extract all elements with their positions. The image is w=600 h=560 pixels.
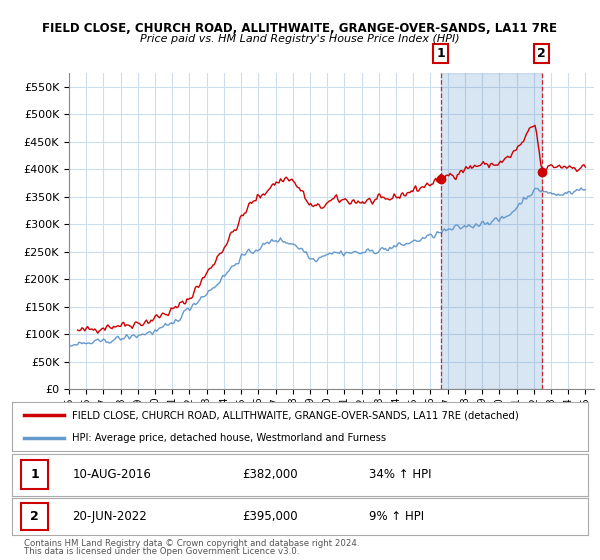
Text: 1: 1: [30, 468, 39, 481]
Text: 9% ↑ HPI: 9% ↑ HPI: [369, 510, 424, 523]
Text: This data is licensed under the Open Government Licence v3.0.: This data is licensed under the Open Gov…: [24, 548, 299, 557]
Text: Price paid vs. HM Land Registry's House Price Index (HPI): Price paid vs. HM Land Registry's House …: [140, 34, 460, 44]
FancyBboxPatch shape: [20, 460, 48, 489]
FancyBboxPatch shape: [20, 503, 48, 530]
Text: £395,000: £395,000: [242, 510, 298, 523]
Text: FIELD CLOSE, CHURCH ROAD, ALLITHWAITE, GRANGE-OVER-SANDS, LA11 7RE: FIELD CLOSE, CHURCH ROAD, ALLITHWAITE, G…: [43, 22, 557, 35]
Text: 2: 2: [538, 47, 546, 60]
Text: HPI: Average price, detached house, Westmorland and Furness: HPI: Average price, detached house, West…: [73, 433, 386, 444]
Text: £382,000: £382,000: [242, 468, 298, 481]
Text: 2: 2: [30, 510, 39, 523]
Text: 10-AUG-2016: 10-AUG-2016: [73, 468, 151, 481]
Text: 34% ↑ HPI: 34% ↑ HPI: [369, 468, 431, 481]
Text: 20-JUN-2022: 20-JUN-2022: [73, 510, 147, 523]
Text: Contains HM Land Registry data © Crown copyright and database right 2024.: Contains HM Land Registry data © Crown c…: [24, 539, 359, 548]
Text: FIELD CLOSE, CHURCH ROAD, ALLITHWAITE, GRANGE-OVER-SANDS, LA11 7RE (detached): FIELD CLOSE, CHURCH ROAD, ALLITHWAITE, G…: [73, 410, 519, 421]
Bar: [441, 73, 542, 389]
Text: 1: 1: [437, 47, 445, 60]
